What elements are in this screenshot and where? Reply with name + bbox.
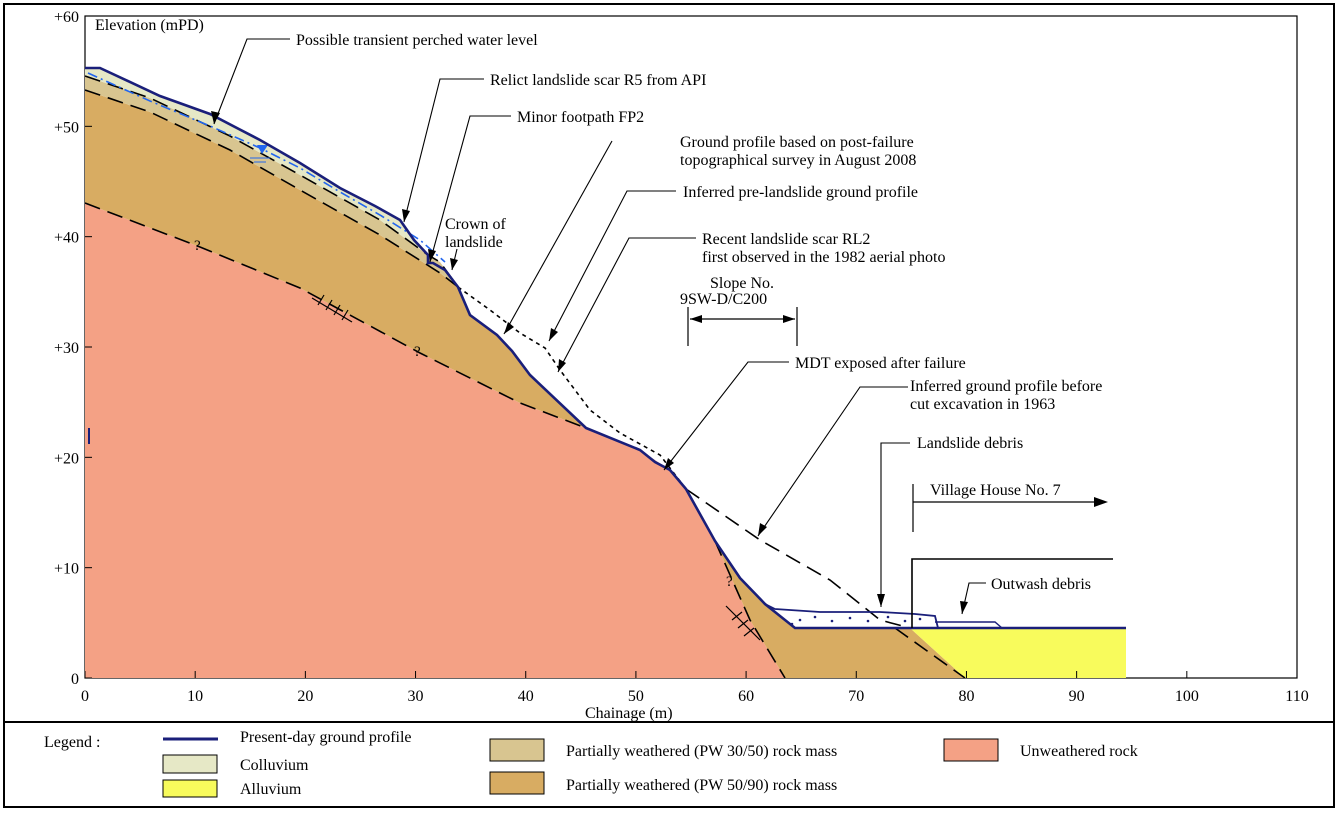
crown-label-2: landslide [445,234,503,251]
slope-no-label-2: 9SW-D/C200 [680,291,767,308]
legend-label-pw5090: Partially weathered (PW 50/90) rock mass [566,777,837,794]
pw3050-zone [85,76,458,287]
arrow-right-icon [1094,497,1108,507]
y-axis-label: Elevation (mPD) [95,17,204,34]
y-tick-label: +20 [54,450,79,467]
village-house-label: Village House No. 7 [930,482,1061,499]
x-axis-ticks: 0 10 20 30 40 50 60 70 80 90 100 110 [81,671,1309,705]
figure-border [3,3,1335,808]
cut-profile-label-1: Inferred ground profile before [910,378,1102,395]
pre-landslide-profile [457,286,687,490]
y-tick-label: +50 [54,119,79,136]
legend-swatch-rock [943,738,999,762]
x-tick-label: 30 [408,688,424,705]
unweathered-rock-zone [85,203,785,678]
legend-label-colluvium: Colluvium [240,757,309,774]
x-tick-label: 0 [81,688,89,705]
ground-profile-label-1: Ground profile based on post-failure [680,134,914,151]
alluvium-zone [910,628,1126,678]
recent-scar-label-1: Recent landslide scar RL2 [702,231,870,248]
water-level-label: Possible transient perched water level [296,32,538,49]
relict-scar-label: Relict landslide scar R5 from API [490,72,706,89]
legend-swatch-colluvium [162,754,218,774]
village-house-outline [911,558,1113,628]
x-tick-label: 110 [1285,688,1308,705]
pre-landslide-label: Inferred pre-landslide ground profile [683,184,918,201]
x-tick-label: 10 [187,688,203,705]
x-tick-label: 100 [1175,688,1199,705]
lower-rock-boundary [714,540,786,679]
y-tick-label: +40 [54,230,79,247]
y-tick-label: +30 [54,340,79,357]
annotation-labels: Elevation (mPD) Possible transient perch… [95,17,1102,593]
layer-boundaries [84,75,966,679]
legend-swatch-pw3050 [489,738,545,762]
x-tick-label: 70 [848,688,864,705]
x-tick-label: 50 [628,688,644,705]
x-tick-label: 40 [518,688,534,705]
legend-label-profile: Present-day ground profile [240,729,412,746]
legend-swatch-alluvium [162,779,218,798]
outwash-label: Outwash debris [991,576,1091,593]
mdt-label: MDT exposed after failure [795,355,966,372]
x-tick-label: 80 [958,688,974,705]
rock-boundary [84,202,587,429]
lower-pw-boundary [894,627,966,679]
y-tick-label: +60 [54,9,79,26]
pre-cut-profile-line [685,488,911,629]
outwash-outline [935,621,1003,629]
leader-arrowheads [211,111,968,614]
arrow-right-icon [783,315,795,323]
y-axis-ticks: 0 +10 +20 +30 +40 +50 +60 [54,9,92,688]
legend-label-alluvium: Alluvium [240,781,302,798]
geology-layers [85,68,1126,678]
debris-dots [790,615,922,626]
x-tick-label: 90 [1069,688,1085,705]
y-tick-label: 0 [71,671,79,688]
x-tick-label: 60 [738,688,754,705]
recent-scar-label-2: first observed in the 1982 aerial photo [702,249,946,266]
x-tick-label: 20 [297,688,313,705]
x-axis-label: Chainage (m) [585,705,673,722]
legend-swatch-pw5090 [489,771,545,795]
question-mark-1: ? [194,238,201,254]
debris-outline [764,603,939,629]
crown-label-1: Crown of [445,216,507,233]
present-day-profile [85,66,1126,630]
landslide-debris-zone [765,604,938,628]
y-tick-label: +10 [54,561,79,578]
question-mark-2: ? [414,344,421,360]
water-level-line [87,72,446,263]
slope-no-label-1: Slope No. [710,275,774,292]
legend-title: Legend : [44,734,100,751]
arrow-left-icon [690,315,702,323]
rock-joint-symbol [311,294,761,641]
cut-profile-label-2: cut excavation in 1963 [910,396,1055,413]
legend: Legend : Present-day ground profile Coll… [44,729,1138,798]
pw5090-zone [85,90,586,428]
question-mark-3: ? [726,574,733,590]
pw5090-lower-zone [715,541,965,678]
legend-label-rock: Unweathered rock [1020,743,1138,760]
ground-profile-label-2: topographical survey in August 2008 [680,152,916,169]
debris-label: Landslide debris [917,435,1023,452]
legend-label-pw3050: Partially weathered (PW 30/50) rock mass [566,743,837,760]
footpath-label: Minor footpath FP2 [517,109,644,126]
pw3050-boundary [84,75,459,288]
water-level-marker-icon [257,145,268,154]
